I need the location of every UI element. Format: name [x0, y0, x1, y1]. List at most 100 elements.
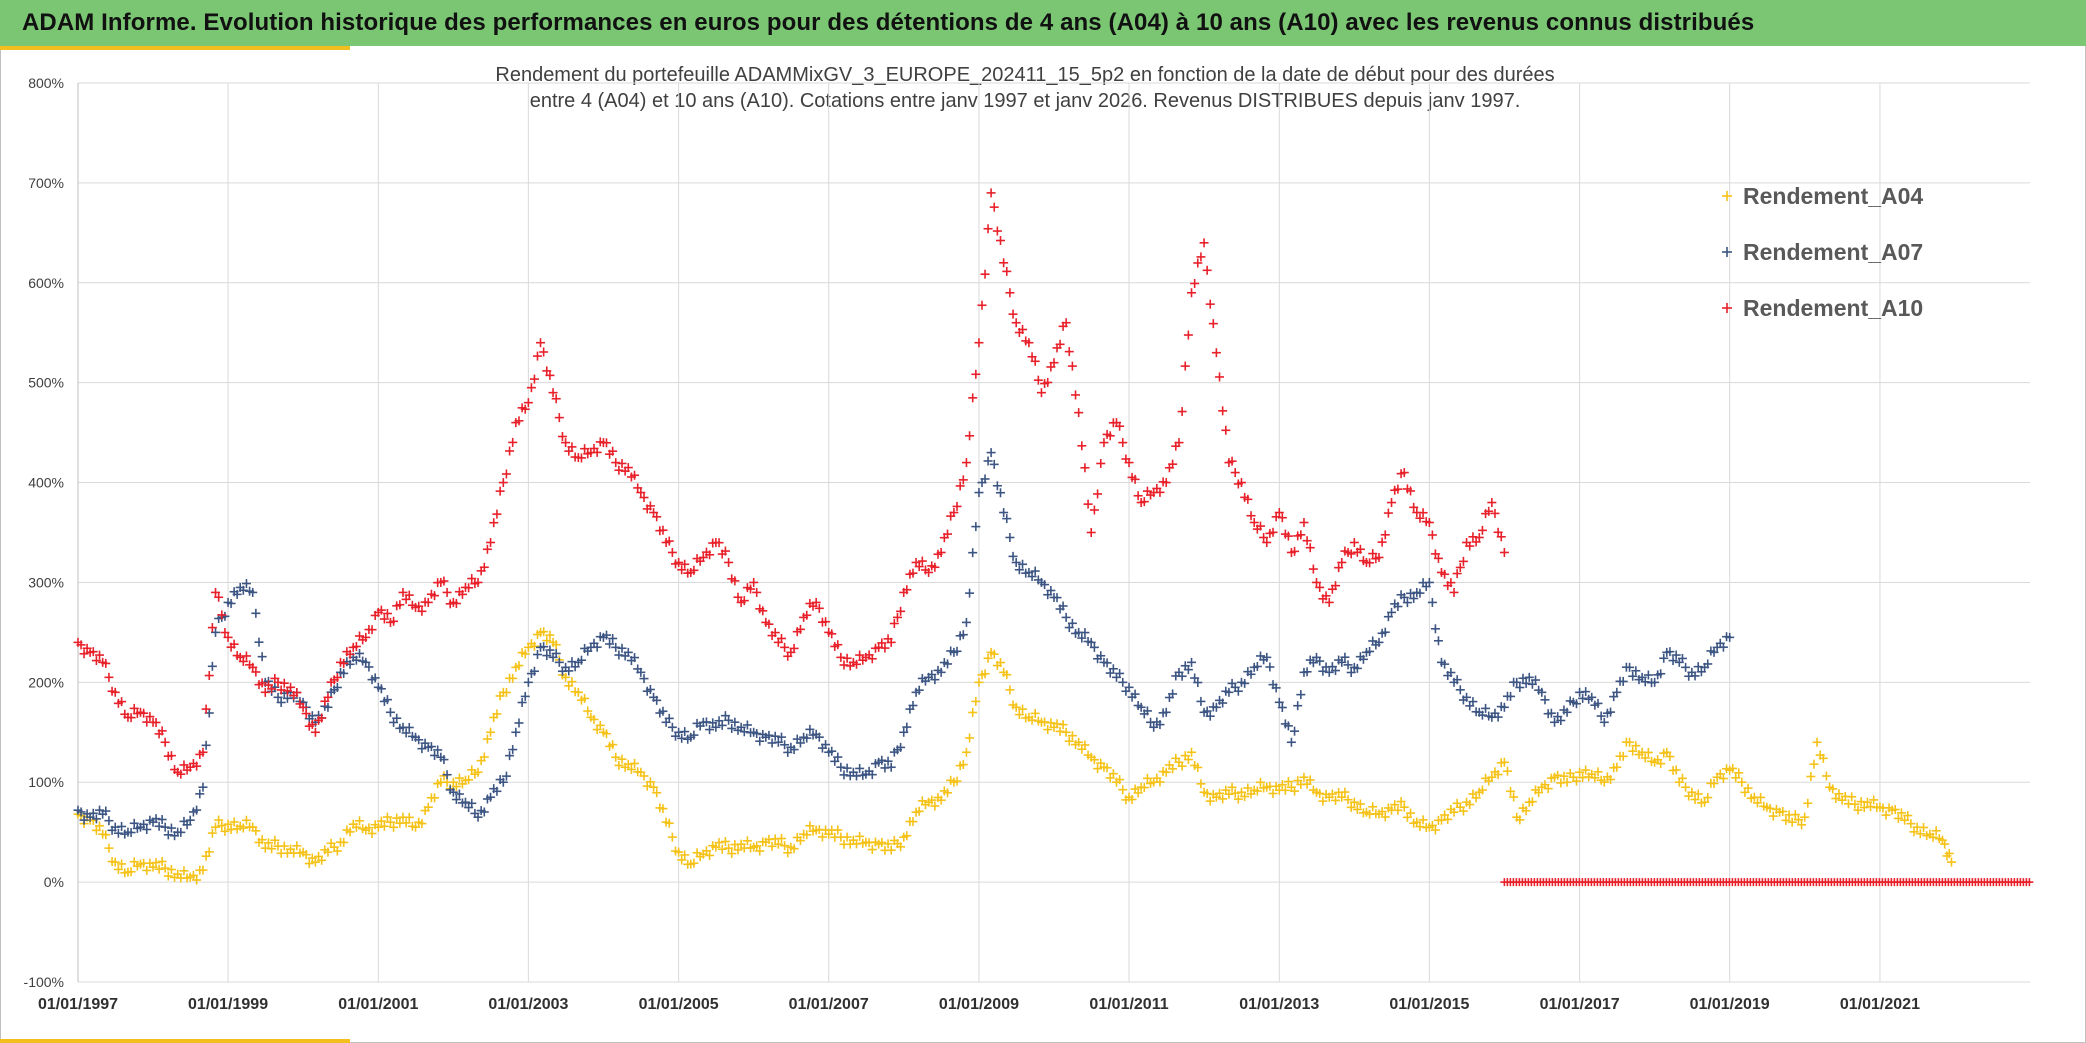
point-Rendement_A07: [88, 808, 98, 818]
x-tick-label: 01/01/2017: [1540, 996, 1620, 1013]
point-Rendement_A10: [561, 438, 571, 448]
point-Rendement_A04: [989, 649, 999, 659]
data-points: [73, 188, 1956, 885]
point-Rendement_A04: [1280, 785, 1290, 795]
y-axis-ticks: -100% 0% 100% 200% 300% 400% 500% 600% 700% 800%: [24, 75, 64, 990]
point-Rendement_A07: [1402, 598, 1412, 608]
point-Rendement_A10: [238, 656, 248, 666]
point-Rendement_A10: [217, 610, 227, 620]
point-Rendement_A10: [1055, 339, 1065, 349]
y-tick-label: 100%: [28, 774, 64, 790]
point-Rendement_A07: [689, 730, 699, 740]
point-Rendement_A10: [705, 550, 715, 560]
point-Rendement_A07: [1233, 686, 1243, 696]
point-Rendement_A04: [680, 850, 690, 860]
point-Rendement_A07: [936, 667, 946, 677]
point-Rendement_A04: [379, 821, 389, 831]
point-Rendement_A04: [113, 864, 123, 874]
point-Rendement_A10: [229, 639, 239, 649]
point-Rendement_A07: [1005, 532, 1015, 542]
point-Rendement_A10: [601, 438, 611, 448]
point-Rendement_A04: [842, 832, 852, 842]
point-Rendement_A04: [1011, 702, 1021, 712]
point-Rendement_A07: [142, 824, 152, 834]
point-Rendement_A10: [1005, 288, 1015, 298]
point-Rendement_A07: [645, 684, 655, 694]
point-Rendement_A07: [1415, 588, 1425, 598]
point-Rendement_A10: [608, 446, 618, 456]
point-Rendement_A04: [1218, 794, 1228, 804]
point-Rendement_A04: [95, 821, 105, 831]
point-Rendement_A07: [1262, 652, 1272, 662]
point-Rendement_A04: [373, 822, 383, 832]
point-Rendement_A07: [899, 727, 909, 737]
point-Rendement_A04: [1906, 819, 1916, 829]
point-Rendement_A04: [1593, 767, 1603, 777]
x-tick-label: 01/01/2013: [1239, 996, 1319, 1013]
point-Rendement_A04: [580, 693, 590, 703]
point-Rendement_A10: [95, 650, 105, 660]
point-Rendement_A10: [752, 587, 762, 597]
point-Rendement_A04: [101, 830, 111, 840]
point-Rendement_A07: [1424, 577, 1434, 587]
point-Rendement_A10: [1118, 438, 1128, 448]
point-Rendement_A04: [1430, 825, 1440, 835]
point-Rendement_A04: [689, 858, 699, 868]
point-Rendement_A07: [1703, 659, 1713, 669]
point-Rendement_A10: [971, 369, 981, 379]
point-Rendement_A07: [1077, 633, 1087, 643]
point-Rendement_A10: [614, 465, 624, 475]
point-Rendement_A10: [617, 458, 627, 468]
point-Rendement_A04: [649, 782, 659, 792]
point-Rendement_A04: [166, 865, 176, 875]
point-Rendement_A10: [827, 629, 837, 639]
point-Rendement_A10: [279, 678, 289, 688]
point-Rendement_A07: [1274, 697, 1284, 707]
point-Rendement_A07: [1096, 651, 1106, 661]
point-Rendement_A10: [508, 437, 518, 447]
point-Rendement_A04: [1168, 764, 1178, 774]
point-Rendement_A04: [392, 813, 402, 823]
point-Rendement_A04: [1559, 771, 1569, 781]
grid-lines: [77, 82, 2030, 983]
point-Rendement_A04: [724, 843, 734, 853]
point-Rendement_A10: [332, 672, 342, 682]
point-Rendement_A10: [1036, 388, 1046, 398]
point-Rendement_A07: [241, 579, 251, 589]
point-Rendement_A07: [520, 691, 530, 701]
point-Rendement_A04: [1005, 685, 1015, 695]
point-Rendement_A04: [1866, 802, 1876, 812]
point-Rendement_A07: [1089, 642, 1099, 652]
point-Rendement_A07: [1380, 627, 1390, 637]
point-Rendement_A04: [1606, 775, 1616, 785]
point-Rendement_A10: [367, 625, 377, 635]
point-Rendement_A10: [1077, 441, 1087, 451]
point-Rendement_A04: [1377, 807, 1387, 817]
point-Rendement_A07: [1618, 676, 1628, 686]
point-Rendement_A04: [752, 841, 762, 851]
point-Rendement_A04: [539, 627, 549, 637]
point-Rendement_A07: [345, 659, 355, 669]
point-Rendement_A07: [1196, 696, 1206, 706]
point-Rendement_A04: [486, 727, 496, 737]
point-Rendement_A10: [680, 559, 690, 569]
point-Rendement_A04: [223, 819, 233, 829]
point-Rendement_A07: [711, 722, 721, 732]
point-Rendement_A04: [742, 836, 752, 846]
point-Rendement_A10: [505, 446, 515, 456]
point-Rendement_A04: [257, 835, 267, 845]
point-Rendement_A10: [867, 654, 877, 664]
point-Rendement_A10: [1018, 325, 1028, 335]
point-Rendement_A07: [1677, 653, 1687, 663]
point-Rendement_A10: [204, 671, 214, 681]
point-Rendement_A07: [370, 673, 380, 683]
point-Rendement_A04: [1196, 779, 1206, 789]
point-Rendement_A04: [1327, 789, 1337, 799]
point-Rendement_A10: [139, 708, 149, 718]
point-Rendement_A04: [1690, 795, 1700, 805]
point-Rendement_A04: [658, 804, 668, 814]
point-Rendement_A04: [1418, 815, 1428, 825]
point-Rendement_A04: [251, 826, 261, 836]
point-Rendement_A04: [952, 776, 962, 786]
point-Rendement_A10: [101, 658, 111, 668]
